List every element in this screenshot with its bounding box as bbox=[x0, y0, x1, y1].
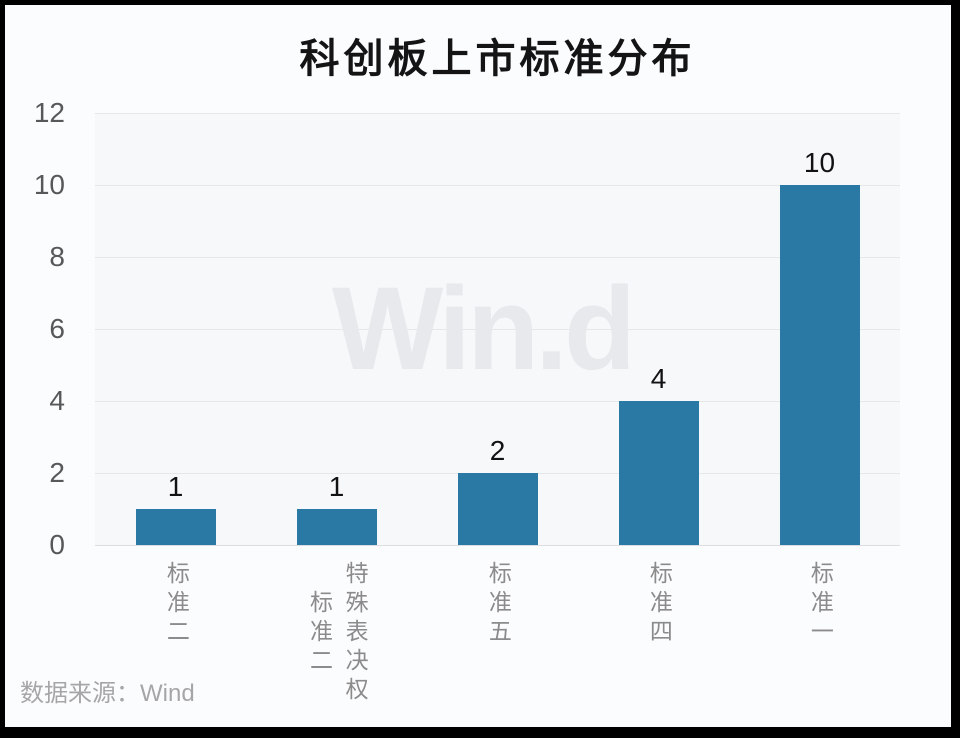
x-axis-label-4: 标准四 bbox=[619, 561, 699, 648]
bar-value-label-2: 1 bbox=[328, 471, 345, 502]
bar-value-label-1: 1 bbox=[167, 471, 184, 502]
bar-5 bbox=[779, 185, 860, 545]
y-tick-label-6: 6 bbox=[49, 313, 65, 344]
y-tick-label-12: 12 bbox=[33, 97, 65, 128]
bar-3 bbox=[457, 473, 538, 545]
gridline-y6 bbox=[95, 328, 900, 330]
y-tick-label-8: 8 bbox=[49, 241, 65, 272]
plot-area: Win.d 1 1 2 4 10 bbox=[95, 112, 900, 546]
bar-1 bbox=[135, 509, 216, 545]
y-tick-label-4: 4 bbox=[49, 385, 65, 416]
x-axis-label-1: 标准二 bbox=[136, 561, 216, 648]
gridline-y12 bbox=[95, 112, 900, 114]
wind-watermark: Win.d bbox=[331, 263, 636, 395]
x-axis-label-text: 标准五 bbox=[485, 561, 512, 648]
gridline-y10 bbox=[95, 184, 900, 186]
y-axis: 0 2 4 6 8 10 12 bbox=[5, 5, 65, 727]
x-axis-label-text: 标准四 bbox=[646, 561, 673, 648]
x-axis-label-2: 特殊表决权 标准二 bbox=[297, 561, 377, 706]
gridline-y4 bbox=[95, 400, 900, 402]
y-tick-label-0: 0 bbox=[49, 529, 65, 560]
bar-4 bbox=[618, 401, 699, 545]
y-tick-label-2: 2 bbox=[49, 457, 65, 488]
gridline-y0 bbox=[95, 544, 900, 546]
bar-2 bbox=[296, 509, 377, 545]
x-axis-label-text: 特殊表决权 标准二 bbox=[306, 561, 369, 706]
bar-value-label-5: 10 bbox=[803, 147, 836, 178]
x-axis-label-3: 标准五 bbox=[458, 561, 538, 648]
chart-title: 科创板上市标准分布 bbox=[299, 37, 696, 81]
chart-canvas: 科创板上市标准分布 Win.d 1 1 2 4 10 0 2 4 6 8 10 12 标准二 特殊表决… bbox=[5, 5, 951, 727]
data-source-note: 数据来源：Wind bbox=[20, 680, 195, 707]
x-axis-label-text: 标准二 bbox=[163, 561, 190, 648]
bar-value-label-3: 2 bbox=[489, 435, 506, 466]
y-tick-label-10: 10 bbox=[33, 169, 65, 200]
x-axis-label-text: 标准一 bbox=[807, 561, 834, 648]
gridline-y8 bbox=[95, 256, 900, 258]
bar-value-label-4: 4 bbox=[650, 363, 667, 394]
x-axis: 标准二 特殊表决权 标准二 标准五 标准四 标准一 bbox=[5, 561, 951, 721]
x-axis-label-5: 标准一 bbox=[780, 561, 860, 648]
